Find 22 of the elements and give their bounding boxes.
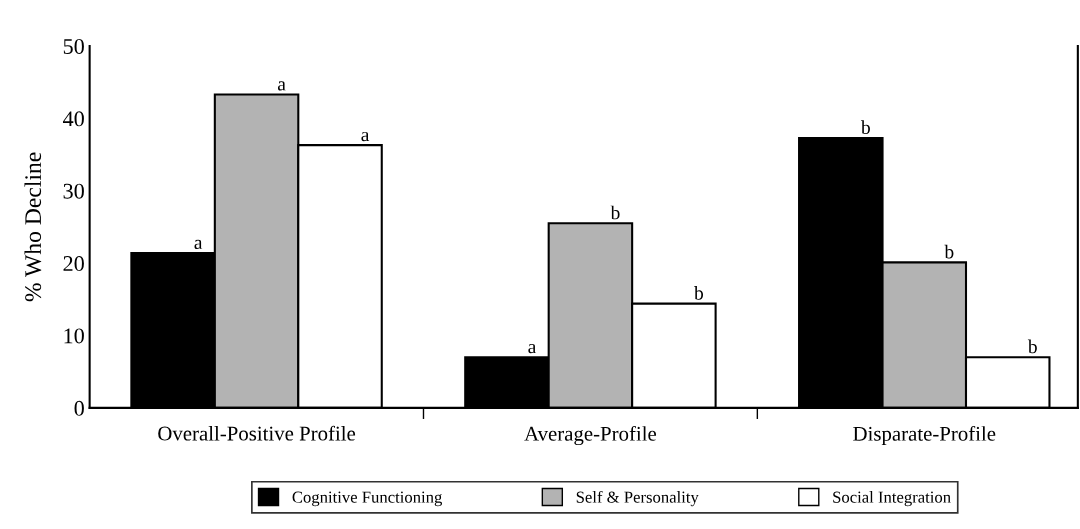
legend-label: Self & Personality	[576, 490, 699, 507]
y-tick-label: 50	[63, 38, 84, 54]
x-tick-label: Disparate-Profile	[853, 425, 996, 446]
data-label: a	[361, 131, 370, 142]
y-axis-title: % Who Decline	[24, 152, 42, 302]
data-label: b	[944, 244, 954, 259]
data-label: b	[1027, 339, 1037, 354]
data-label: b	[860, 120, 870, 134]
y-tick-label: 30	[63, 183, 84, 199]
data-label: a	[528, 343, 537, 354]
data-label: b	[610, 205, 620, 220]
legend-label: Cognitive Functioning	[292, 491, 443, 507]
y-tick-label: 10	[64, 328, 84, 344]
x-tick-label: Average-Profile	[524, 425, 657, 446]
y-tick-label: 40	[62, 111, 84, 127]
y-tick-label: 0	[74, 400, 84, 416]
y-tick-label: 20	[63, 256, 84, 272]
legend-label: Social Integration	[833, 491, 951, 507]
x-tick-label: Overall-Positive Profile	[158, 425, 356, 441]
data-label: a	[277, 81, 286, 91]
data-label: a	[194, 239, 203, 250]
data-label: b	[694, 286, 704, 300]
